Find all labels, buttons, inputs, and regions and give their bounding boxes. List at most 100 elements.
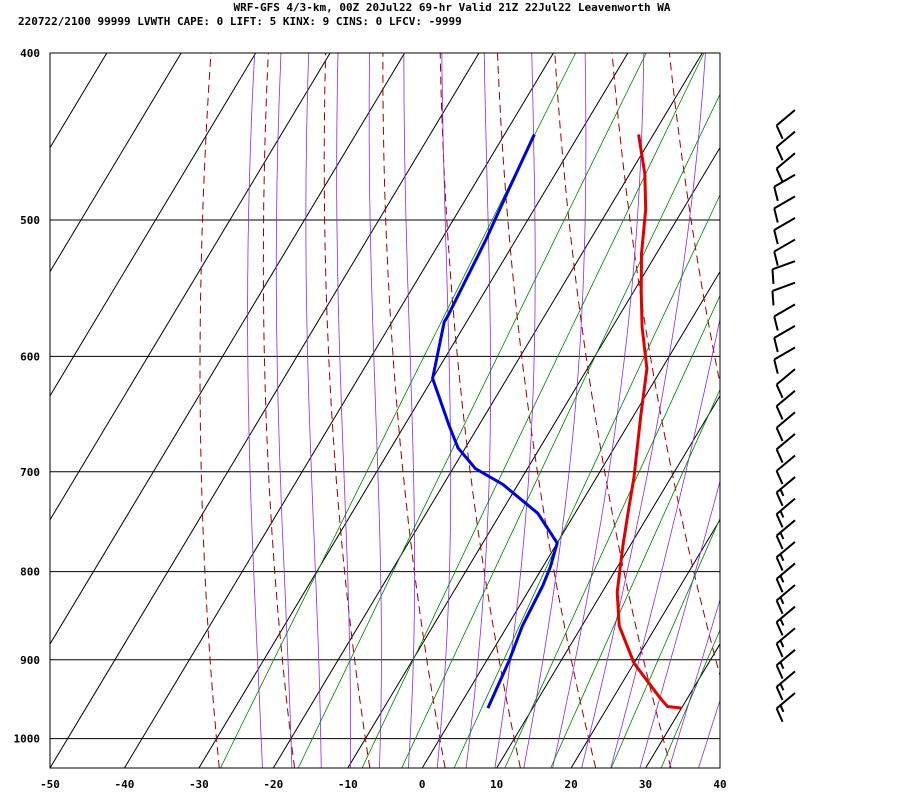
barb-flag xyxy=(773,337,779,353)
barb-flag xyxy=(775,535,784,550)
wind-barb xyxy=(775,109,796,140)
wind-barb xyxy=(775,389,796,420)
axis-layer: 400 500 600 700 800 900 1000 -50 -40 -30 -20 -10 0 10… xyxy=(14,47,727,791)
barb-flag xyxy=(773,316,779,331)
barb-flag xyxy=(773,186,779,202)
barb-flag xyxy=(775,146,784,161)
moist-adiabat-20 xyxy=(581,53,706,768)
moist-adiabat-28 xyxy=(639,479,720,768)
mixing-ratio-8 xyxy=(504,294,720,768)
y-tick-label: 600 xyxy=(20,350,40,363)
isotherm-0 xyxy=(421,270,720,768)
wind-barb xyxy=(775,627,796,658)
mixing-ratio-2 xyxy=(361,53,705,768)
wind-barb xyxy=(771,281,796,306)
wind-barb xyxy=(773,325,796,353)
wind-barb xyxy=(775,368,796,399)
x-tick-label: 0 xyxy=(419,778,426,791)
wind-barb xyxy=(773,173,796,202)
wind-barb xyxy=(775,541,796,571)
moist-adiabat--4 xyxy=(403,53,416,768)
isotherm-10 xyxy=(496,394,720,768)
isotherm-40 xyxy=(719,767,720,768)
grid-layer xyxy=(50,53,900,768)
barb-half-flag xyxy=(779,704,785,713)
y-tick-label: 500 xyxy=(20,214,40,227)
x-tick-label: 40 xyxy=(713,778,726,791)
dry-adiabat-50 xyxy=(668,53,720,386)
chart-title: WRF-GFS 4/3-km, 00Z 20Jul22 69-hr Valid … xyxy=(233,1,670,14)
isotherm--80 xyxy=(50,53,257,397)
dry-adiabat--20 xyxy=(262,53,296,768)
isotherm-20 xyxy=(570,518,720,768)
chart-subtitle: 220722/2100 99999 LVWTH CAPE: 0 LIFT: 5 … xyxy=(18,15,462,28)
barb-staff xyxy=(775,454,796,472)
isotherm--60 xyxy=(50,53,406,645)
wind-barb xyxy=(773,346,796,374)
barb-flag xyxy=(775,578,784,593)
barb-flag xyxy=(775,168,784,183)
barb-staff xyxy=(775,109,796,127)
wind-barb xyxy=(775,584,796,615)
wind-barb xyxy=(775,562,796,593)
wind-barb xyxy=(773,217,796,245)
isotherm--30 xyxy=(198,53,629,768)
barb-flag xyxy=(775,492,784,507)
x-tick-label: -10 xyxy=(338,778,358,791)
wind-barb xyxy=(773,303,796,331)
moist-adiabat--12 xyxy=(336,53,351,768)
dry-adiabat-20 xyxy=(497,53,597,768)
moist-adiabat--16 xyxy=(305,53,322,768)
barb-flag xyxy=(775,643,784,658)
barb-half-flag xyxy=(779,532,785,540)
wind-barb xyxy=(775,130,796,161)
barb-half-flag xyxy=(779,683,785,691)
wind-barb xyxy=(775,692,796,723)
barb-flag xyxy=(775,427,784,442)
moist-adiabat-40 xyxy=(728,53,900,768)
barb-staff xyxy=(775,433,796,451)
barb-flag xyxy=(775,513,784,528)
mixing-ratio-12 xyxy=(550,388,720,768)
barb-half-flag xyxy=(779,488,785,497)
barb-staff xyxy=(775,411,796,429)
barb-staff xyxy=(772,260,796,271)
moist-adiabat-24 xyxy=(610,316,720,768)
moist-adiabat-4 xyxy=(465,53,492,768)
barb-staff xyxy=(775,152,796,170)
wind-barb xyxy=(775,454,796,485)
moist-adiabat-36 xyxy=(698,699,720,768)
moist-adiabat-12 xyxy=(523,53,587,768)
barb-flag xyxy=(775,708,784,723)
series-layer xyxy=(431,133,682,710)
barb-flag xyxy=(775,384,784,399)
barb-flag xyxy=(775,470,784,485)
barb-staff xyxy=(773,346,796,361)
dewpoint-line xyxy=(431,133,559,709)
barb-flag xyxy=(775,686,784,701)
moist-adiabat--24 xyxy=(247,53,263,768)
mixing-ratio-30 xyxy=(660,628,720,768)
x-tick-label: 10 xyxy=(490,778,503,791)
wind-barb xyxy=(775,152,796,183)
wind-barb xyxy=(775,433,796,464)
barb-flag xyxy=(775,125,784,140)
wind-barb xyxy=(773,195,796,223)
y-tick-label: 800 xyxy=(20,566,40,579)
barb-flag xyxy=(773,229,779,245)
x-tick-label: 30 xyxy=(639,778,652,791)
y-tick-label: 900 xyxy=(20,654,40,667)
moist-adiabat--20 xyxy=(275,53,293,768)
moist-adiabat-0 xyxy=(436,53,452,768)
barb-flag xyxy=(775,621,784,636)
dry-adiabat-80 xyxy=(841,53,900,768)
barb-staff xyxy=(773,325,796,339)
barb-staff xyxy=(775,130,796,148)
barb-flag xyxy=(771,269,775,284)
barb-staff xyxy=(773,217,796,231)
isotherm-30 xyxy=(645,643,720,768)
mixing-ratio-20 xyxy=(610,517,720,768)
x-tick-label: -40 xyxy=(115,778,135,791)
plot-frame xyxy=(49,52,721,769)
